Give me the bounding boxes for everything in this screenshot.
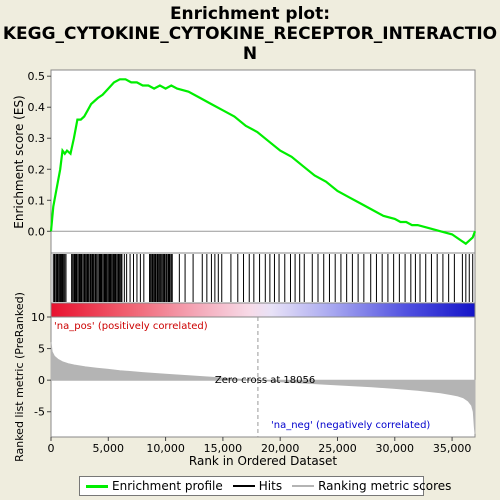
x-tick-label: 15,000	[204, 442, 243, 455]
metric-y-tick-label: -5	[34, 406, 45, 419]
x-tick-label: 35,000	[433, 442, 472, 455]
legend-label-enrichment-profile: Enrichment profile	[112, 479, 223, 493]
legend-item-hits: Hits	[232, 479, 283, 493]
neg-label: 'na_neg' (negatively correlated)	[271, 420, 430, 431]
pos-label: 'na_pos' (positively correlated)	[54, 321, 208, 332]
es-y-tick-label: 0.4	[28, 101, 46, 114]
title-line-1: Enrichment plot:	[169, 4, 331, 24]
metric-y-axis-label: Ranked list metric (PreRanked)	[13, 292, 26, 462]
x-tick-label: 20,000	[261, 442, 300, 455]
hit-barcode	[52, 254, 474, 302]
x-axis-label: Rank in Ordered Dataset	[189, 454, 337, 468]
zero-cross-label: Zero cross at 18056	[215, 375, 315, 386]
x-tick-label: 0	[48, 442, 55, 455]
legend-swatch-hits	[232, 485, 255, 487]
metric-area	[50, 342, 476, 434]
x-axis: 0 5,000 10,000 15,000 20,000 25,000 30,000 35,0…	[48, 437, 472, 455]
legend-item-enrichment-profile: Enrichment profile	[86, 479, 223, 493]
legend-swatch-ranking-metric	[292, 485, 315, 487]
title-line-3: N	[242, 44, 258, 64]
metric-y-axis: 10 5 0 -5	[31, 311, 51, 419]
es-y-axis-label: Enrichment score (ES)	[12, 95, 26, 228]
rank-color-bar	[50, 302, 476, 318]
x-tick-label: 25,000	[318, 442, 357, 455]
es-y-tick-label: 0.2	[28, 163, 46, 176]
es-y-tick-label: 0.5	[28, 70, 46, 83]
legend-label-hits: Hits	[258, 479, 283, 493]
x-tick-label: 30,000	[376, 442, 415, 455]
es-y-tick-label: 0.0	[28, 225, 46, 238]
es-y-tick-label: 0.3	[28, 132, 46, 145]
title-line-2: KEGG_CYTOKINE_CYTOKINE_RECEPTOR_INTERACT…	[2, 24, 498, 44]
metric-y-tick-label: 0	[38, 374, 45, 387]
es-y-tick-label: 0.1	[28, 194, 46, 207]
legend: Enrichment profile Hits Ranking metric s…	[79, 476, 451, 496]
legend-swatch-enrichment-profile	[86, 484, 108, 488]
legend-item-ranking-metric: Ranking metric scores	[292, 479, 451, 493]
es-y-axis: 0.0 0.1 0.2 0.3 0.4 0.5	[28, 70, 51, 238]
metric-y-tick-label: 10	[31, 311, 45, 324]
x-tick-label: 5,000	[93, 442, 125, 455]
metric-y-tick-label: 5	[38, 343, 45, 356]
es-curve	[49, 78, 477, 246]
x-tick-label: 10,000	[146, 442, 185, 455]
legend-label-ranking-metric: Ranking metric scores	[318, 479, 452, 493]
chart-title: Enrichment plot: KEGG_CYTOKINE_CYTOKINE_…	[0, 4, 500, 64]
